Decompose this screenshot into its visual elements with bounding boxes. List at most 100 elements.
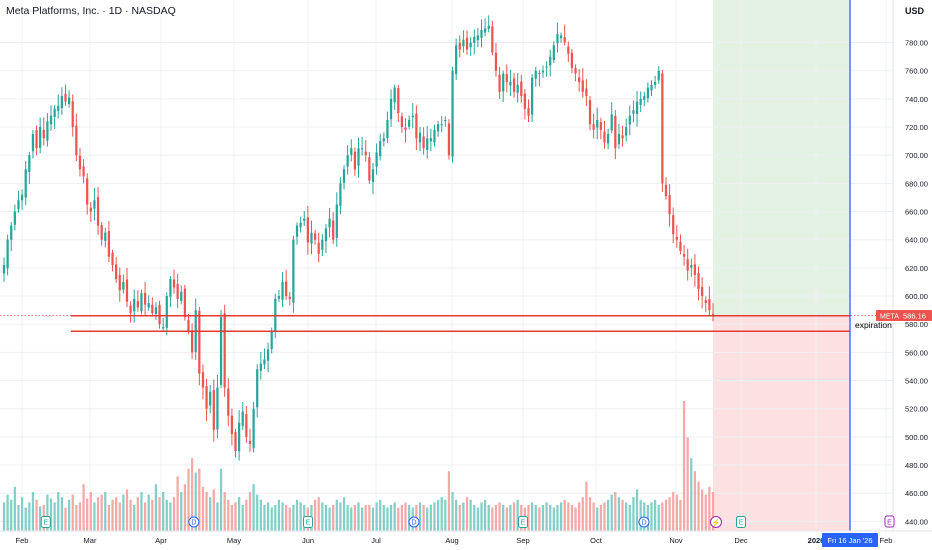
- candle[interactable]: [10, 225, 13, 240]
- candle[interactable]: [585, 88, 588, 97]
- candle[interactable]: [17, 200, 20, 210]
- candle[interactable]: [165, 296, 168, 328]
- candle[interactable]: [549, 56, 552, 66]
- candle[interactable]: [313, 233, 317, 240]
- candle[interactable]: [520, 81, 523, 97]
- candle[interactable]: [603, 131, 606, 143]
- candle[interactable]: [20, 194, 24, 201]
- candle[interactable]: [596, 119, 599, 128]
- candle[interactable]: [672, 215, 675, 235]
- candle[interactable]: [136, 301, 139, 308]
- candle[interactable]: [701, 287, 704, 297]
- candle[interactable]: [183, 288, 186, 318]
- candle[interactable]: [451, 70, 454, 157]
- candle[interactable]: [368, 157, 371, 181]
- candle[interactable]: [256, 369, 259, 408]
- earnings-icon[interactable]: [736, 516, 746, 528]
- candle[interactable]: [531, 77, 534, 115]
- candle[interactable]: [39, 127, 42, 148]
- candle[interactable]: [556, 34, 559, 44]
- candle[interactable]: [133, 298, 136, 312]
- candle[interactable]: [104, 232, 107, 241]
- candle[interactable]: [353, 151, 357, 170]
- candle[interactable]: [31, 134, 35, 152]
- candle[interactable]: [646, 87, 650, 99]
- candle[interactable]: [28, 155, 31, 173]
- candle[interactable]: [198, 310, 201, 374]
- candle[interactable]: [216, 387, 219, 430]
- candle[interactable]: [433, 129, 436, 143]
- candle[interactable]: [169, 279, 172, 297]
- candle[interactable]: [429, 138, 432, 142]
- candle[interactable]: [238, 422, 241, 452]
- candle[interactable]: [621, 135, 624, 139]
- candle[interactable]: [360, 148, 364, 150]
- candle[interactable]: [469, 42, 472, 48]
- candle[interactable]: [154, 307, 158, 315]
- candle[interactable]: [111, 252, 114, 266]
- candle[interactable]: [650, 84, 653, 91]
- candle[interactable]: [187, 319, 190, 332]
- candle[interactable]: [386, 119, 389, 139]
- candle[interactable]: [219, 317, 223, 385]
- candle[interactable]: [599, 122, 602, 130]
- candle[interactable]: [494, 52, 498, 71]
- earnings-icon[interactable]: [40, 516, 51, 528]
- candle[interactable]: [57, 105, 60, 111]
- candle[interactable]: [617, 134, 621, 145]
- candle[interactable]: [664, 184, 668, 197]
- candle[interactable]: [295, 225, 299, 237]
- candle[interactable]: [371, 169, 375, 182]
- candle[interactable]: [129, 305, 132, 313]
- candle[interactable]: [379, 141, 382, 157]
- candle[interactable]: [234, 432, 237, 451]
- candle[interactable]: [393, 87, 396, 103]
- candle[interactable]: [42, 129, 45, 139]
- candle[interactable]: [259, 363, 262, 371]
- candle[interactable]: [697, 273, 700, 289]
- candle[interactable]: [75, 125, 78, 156]
- earnings-icon[interactable]: [303, 516, 313, 528]
- candle[interactable]: [151, 304, 154, 313]
- candle[interactable]: [570, 52, 574, 68]
- candle[interactable]: [418, 132, 422, 143]
- candle[interactable]: [682, 254, 686, 257]
- candle[interactable]: [71, 101, 74, 128]
- candle[interactable]: [346, 155, 349, 167]
- candle[interactable]: [263, 359, 266, 365]
- candle[interactable]: [578, 77, 581, 82]
- candle[interactable]: [13, 211, 16, 225]
- candle[interactable]: [404, 127, 407, 130]
- candle[interactable]: [118, 274, 121, 291]
- candle[interactable]: [693, 264, 697, 275]
- candle[interactable]: [212, 390, 215, 430]
- candle[interactable]: [541, 70, 545, 73]
- candle[interactable]: [107, 231, 111, 257]
- candle[interactable]: [328, 218, 331, 228]
- candle[interactable]: [426, 138, 429, 150]
- candle[interactable]: [476, 35, 479, 41]
- candle[interactable]: [310, 232, 313, 244]
- candle[interactable]: [89, 207, 92, 212]
- candle[interactable]: [277, 296, 281, 299]
- candle[interactable]: [711, 313, 715, 316]
- candle[interactable]: [455, 45, 458, 75]
- candle[interactable]: [447, 123, 451, 156]
- candle[interactable]: [96, 197, 100, 226]
- candle[interactable]: [411, 115, 414, 118]
- candle[interactable]: [2, 265, 6, 274]
- candle[interactable]: [679, 241, 682, 251]
- candle[interactable]: [382, 138, 385, 142]
- candle[interactable]: [375, 152, 378, 167]
- candle[interactable]: [205, 386, 208, 409]
- future-earnings-icon[interactable]: [884, 515, 895, 528]
- candle[interactable]: [82, 166, 85, 177]
- candle[interactable]: [436, 124, 440, 132]
- candle[interactable]: [266, 349, 270, 361]
- candle[interactable]: [115, 264, 118, 280]
- candle[interactable]: [245, 414, 248, 437]
- candle[interactable]: [321, 239, 324, 250]
- dividend-icon[interactable]: [638, 516, 650, 528]
- candle[interactable]: [563, 37, 566, 43]
